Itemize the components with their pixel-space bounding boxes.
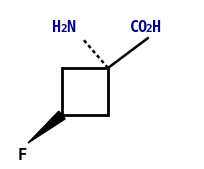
Text: H: H xyxy=(52,20,61,35)
Text: H: H xyxy=(151,20,160,35)
Text: CO: CO xyxy=(129,20,147,35)
Polygon shape xyxy=(28,111,65,143)
Text: F: F xyxy=(18,148,27,163)
Text: N: N xyxy=(65,20,74,35)
Text: 2: 2 xyxy=(145,24,152,34)
Text: 2: 2 xyxy=(60,24,66,34)
